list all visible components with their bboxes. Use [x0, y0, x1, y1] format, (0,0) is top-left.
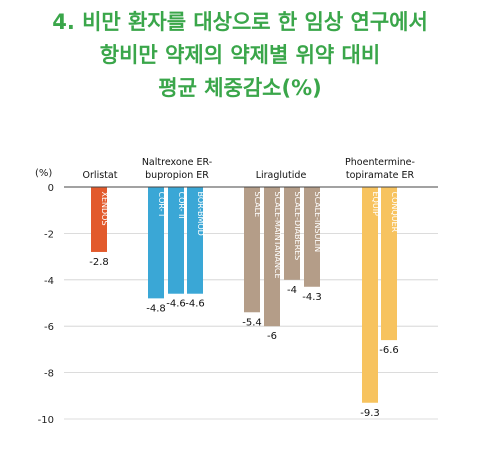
- bar-study-label: BOR-BMOD: [196, 192, 205, 236]
- bar: [362, 187, 378, 403]
- bar-study-label: SCALE-INSULIN: [313, 192, 322, 253]
- bar-study-label: CONQUER: [390, 192, 399, 233]
- bar-value-label: -4.8: [146, 303, 166, 314]
- group-label: Liraglutide: [256, 170, 307, 181]
- bar: [91, 187, 107, 252]
- bar-value-label: -6: [267, 331, 277, 342]
- y-axis-unit: (%): [35, 168, 52, 179]
- group-label: Orlistat: [83, 170, 118, 181]
- bar-value-label: -5.4: [242, 317, 262, 328]
- bar-value-label: -4.6: [166, 299, 186, 310]
- title-line-3: 평균 체중감소(%): [158, 76, 322, 100]
- page-title: 4. 비만 환자를 대상으로 한 임상 연구에서 항비만 약제의 약제별 위약 …: [0, 6, 480, 105]
- group-label: topiramate ER: [346, 170, 415, 181]
- bar: [168, 187, 184, 294]
- bar-value-label: -4.6: [185, 299, 205, 310]
- y-tick-label: -2: [44, 229, 54, 240]
- group-label: Phoentermine-: [345, 157, 415, 168]
- group-label: bupropion ER: [145, 170, 209, 181]
- bar-study-label: SCALE-MAINTANANCE: [273, 192, 282, 279]
- bar-study-label: EQUIP: [371, 192, 380, 217]
- bar-value-label: -9.3: [360, 408, 380, 419]
- bar-value-label: -6.6: [379, 345, 399, 356]
- y-tick-label: -6: [44, 322, 54, 333]
- bar-study-label: COR- I: [157, 192, 166, 217]
- y-tick-label: -10: [38, 415, 54, 426]
- y-tick-label: 0: [48, 183, 54, 194]
- bar-study-label: SCALE-DIABERES: [293, 192, 302, 261]
- bar-study-label: XENDOS: [100, 192, 109, 226]
- y-tick-label: -8: [44, 369, 54, 380]
- bar: [381, 187, 397, 341]
- bar-value-label: -2.8: [89, 257, 109, 268]
- bar: [148, 187, 164, 299]
- bar: [304, 187, 320, 287]
- bar-value-label: -4: [287, 285, 297, 296]
- group-label: Naltrexone ER-: [142, 157, 212, 168]
- bar: [264, 187, 280, 327]
- bar-study-label: COR- II: [177, 192, 186, 219]
- bar-value-label: -4.3: [302, 292, 322, 303]
- title-line-2: 항비만 약제의 약제별 위약 대비: [99, 43, 381, 67]
- title-line-1: 4. 비만 환자를 대상으로 한 임상 연구에서: [52, 10, 428, 34]
- bar: [244, 187, 260, 313]
- y-tick-label: -4: [44, 276, 54, 287]
- bar: [187, 187, 203, 294]
- bar-study-label: SCALE: [253, 192, 262, 218]
- bar: [284, 187, 300, 280]
